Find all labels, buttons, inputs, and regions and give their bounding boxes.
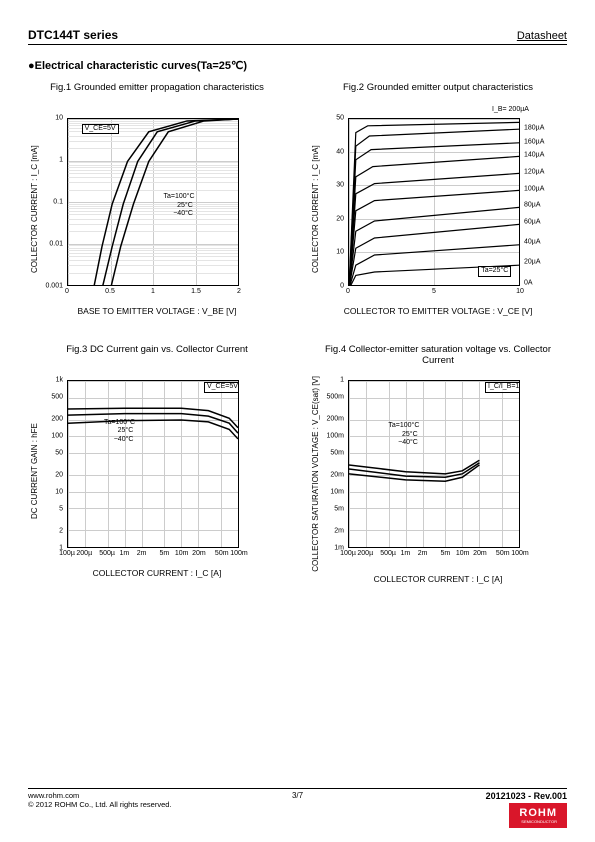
chart-annotation: Ta=25°C: [478, 266, 511, 276]
page-number: 3/7: [292, 791, 303, 800]
figure-cell: Fig.3 DC Current gain vs. Collector Curr…: [28, 344, 286, 584]
footer-url: www.rohm.com: [28, 791, 172, 800]
y-axis-label: DC CURRENT GAIN : hFE: [28, 376, 41, 566]
chart: V_CE=5VTa=100°C 25°C −40°C12510205010020…: [41, 376, 273, 566]
figure-title: Fig.2 Grounded emitter output characteri…: [309, 82, 567, 106]
rohm-logo: ROHMSEMICONDUCTOR: [509, 803, 567, 828]
chart: I_C/I_B=10Ta=100°C 25°C −40°C1m2m5m10m20…: [322, 376, 554, 566]
plot-area: Ta=25°C: [348, 118, 520, 286]
page-header: DTC144T series Datasheet: [28, 28, 567, 45]
figure-cell: Fig.1 Grounded emitter propagation chara…: [28, 82, 286, 316]
plot-area: V_CE=5V Ta=100°C 25°C −40°C: [67, 118, 239, 286]
chart-annotation: Ta=100°C 25°C −40°C: [386, 422, 421, 447]
chart-annotation: Ta=100°C 25°C −40°C: [162, 193, 197, 218]
chart-annotation: Ta=100°C 25°C −40°C: [102, 419, 137, 444]
figure-title: Fig.4 Collector-emitter saturation volta…: [309, 344, 567, 368]
revision: 20121023 - Rev.001: [486, 791, 567, 801]
page-footer: www.rohm.com © 2012 ROHM Co., Ltd. All r…: [28, 788, 567, 828]
x-axis-label: BASE TO EMITTER VOLTAGE : V_BE [V]: [28, 306, 286, 316]
series-title: DTC144T series: [28, 28, 118, 42]
y-axis-label: COLLECTOR CURRENT : I_C [mA]: [28, 114, 41, 304]
chart: V_CE=5VTa=100°C 25°C −40°C0.0010.010.111…: [41, 114, 273, 304]
figure-grid: Fig.1 Grounded emitter propagation chara…: [28, 82, 567, 612]
figure-title: Fig.1 Grounded emitter propagation chara…: [28, 82, 286, 106]
chart-annotation: V_CE=5V: [204, 382, 239, 392]
footer-copyright: © 2012 ROHM Co., Ltd. All rights reserve…: [28, 800, 172, 809]
y-axis-label: COLLECTOR CURRENT : I_C [mA]: [309, 114, 322, 304]
x-axis-label: COLLECTOR CURRENT : I_C [A]: [309, 574, 567, 584]
x-axis-label: COLLECTOR TO EMITTER VOLTAGE : V_CE [V]: [309, 306, 567, 316]
figure-cell: Fig.4 Collector-emitter saturation volta…: [309, 344, 567, 584]
figure-title: Fig.3 DC Current gain vs. Collector Curr…: [28, 344, 286, 368]
chart: Ta=25°C010203040500510I_B= 200µA180µA160…: [322, 114, 554, 304]
doc-type: Datasheet: [517, 30, 567, 42]
plot-area: V_CE=5V Ta=100°C 25°C −40°C: [67, 380, 239, 548]
chart-annotation: I_C/I_B=10: [485, 382, 520, 392]
figure-cell: Fig.2 Grounded emitter output characteri…: [309, 82, 567, 316]
y-axis-label: COLLECTOR SATURATION VOLTAGE : V_CE(sat)…: [309, 376, 322, 572]
x-axis-label: COLLECTOR CURRENT : I_C [A]: [28, 568, 286, 578]
plot-area: I_C/I_B=10 Ta=100°C 25°C −40°C: [348, 380, 520, 548]
section-title: ●Electrical characteristic curves(Ta=25℃…: [28, 59, 567, 72]
chart-annotation: V_CE=5V: [82, 124, 119, 134]
